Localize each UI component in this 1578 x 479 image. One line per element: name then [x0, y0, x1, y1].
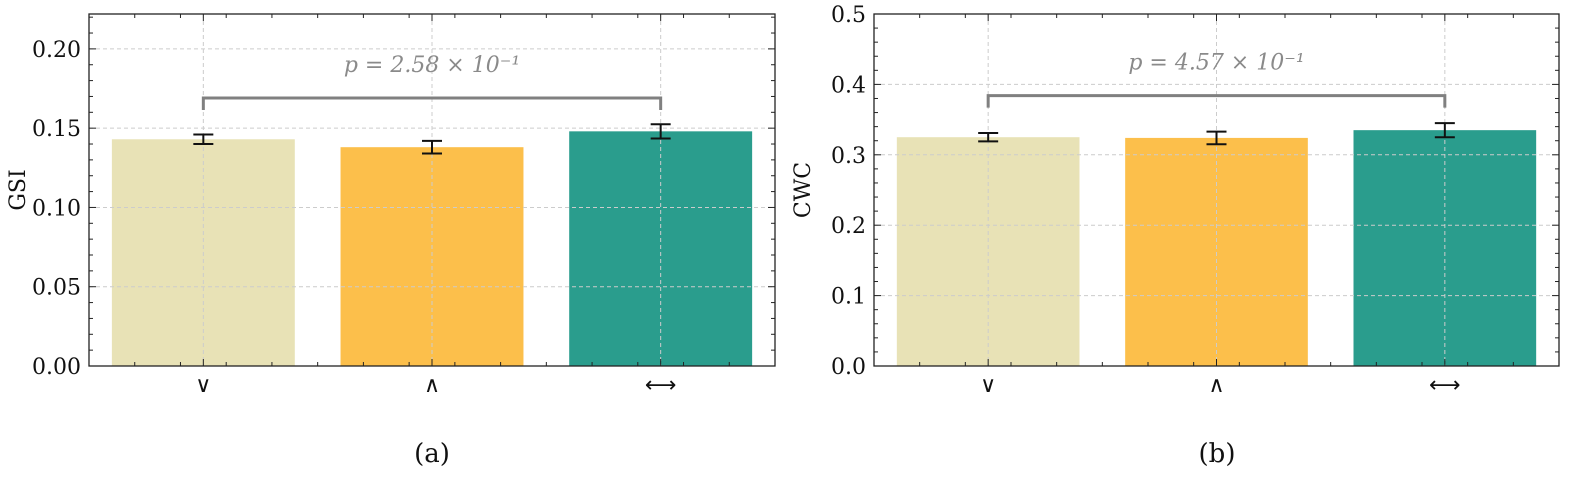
ytick-label-1-5: 0.5 — [831, 3, 866, 28]
ytick-label-0-0: 0.00 — [32, 355, 81, 380]
xtick-label-0-1: ∧ — [424, 373, 440, 398]
ytick-label-1-3: 0.3 — [831, 144, 866, 169]
p-value-label-1: p = 4.57 × 10⁻¹ — [1128, 51, 1304, 76]
ytick-label-1-0: 0.0 — [831, 355, 866, 380]
ytick-label-1-4: 0.4 — [831, 73, 866, 98]
xtick-label-0-2: ⟷ — [645, 373, 677, 398]
significance-bracket-0 — [201, 96, 663, 111]
ytick-label-1-1: 0.1 — [831, 285, 866, 310]
y-axis-title-1: CWC — [791, 162, 816, 218]
xtick-label-1-1: ∧ — [1208, 373, 1224, 398]
ytick-label-0-2: 0.10 — [32, 196, 81, 221]
xtick-label-1-2: ⟷ — [1429, 373, 1461, 398]
p-value-label-0: p = 2.58 × 10⁻¹ — [344, 53, 520, 78]
significance-bracket-1 — [986, 94, 1447, 108]
ytick-label-0-1: 0.05 — [32, 276, 81, 301]
xtick-label-0-0: ∨ — [195, 373, 211, 398]
y-axis-title-0: GSI — [6, 169, 31, 210]
panel-label-0: (a) — [414, 439, 450, 469]
ytick-label-0-3: 0.15 — [32, 117, 81, 142]
panel-label-1: (b) — [1199, 439, 1236, 469]
ytick-label-0-4: 0.20 — [32, 38, 81, 63]
bar-0-1 — [340, 147, 524, 366]
xtick-label-1-0: ∨ — [980, 373, 996, 398]
ytick-label-1-2: 0.2 — [831, 214, 866, 239]
